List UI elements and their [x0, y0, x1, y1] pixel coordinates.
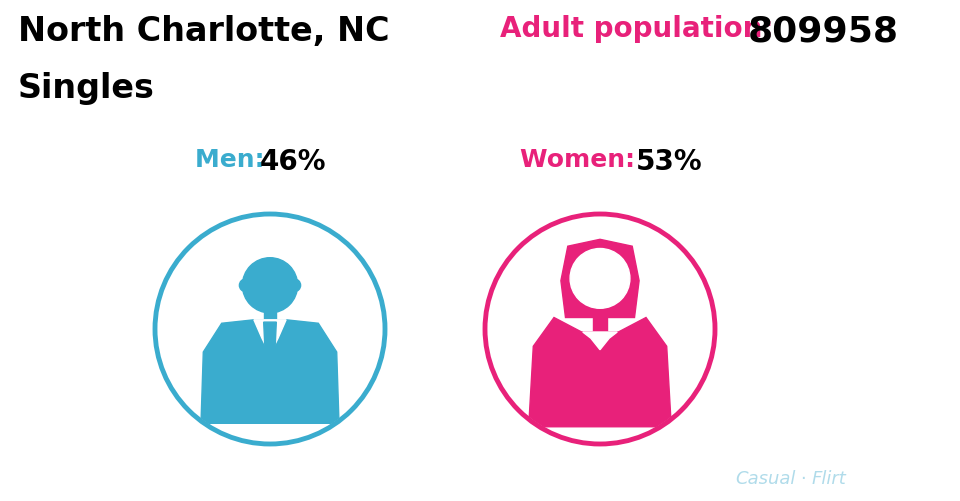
Circle shape — [288, 280, 300, 292]
Text: Men:: Men: — [195, 148, 274, 172]
Ellipse shape — [570, 249, 630, 309]
Text: 53%: 53% — [636, 148, 703, 176]
Text: North Charlotte, NC: North Charlotte, NC — [18, 15, 390, 48]
Text: ·: · — [800, 469, 805, 487]
Circle shape — [242, 258, 298, 313]
Text: Casual: Casual — [735, 469, 796, 487]
Polygon shape — [201, 320, 339, 423]
Text: 809958: 809958 — [748, 15, 899, 49]
Polygon shape — [264, 323, 276, 373]
Text: Adult population:: Adult population: — [500, 15, 783, 43]
Polygon shape — [583, 332, 617, 350]
Text: Women:: Women: — [520, 148, 644, 172]
Text: 46%: 46% — [260, 148, 326, 176]
Bar — [592, 317, 608, 337]
Bar — [264, 311, 276, 325]
Text: Flirt: Flirt — [812, 469, 847, 487]
Polygon shape — [529, 318, 671, 427]
Circle shape — [239, 280, 252, 292]
Polygon shape — [561, 240, 639, 318]
Text: Singles: Singles — [18, 72, 155, 105]
Polygon shape — [253, 320, 286, 355]
